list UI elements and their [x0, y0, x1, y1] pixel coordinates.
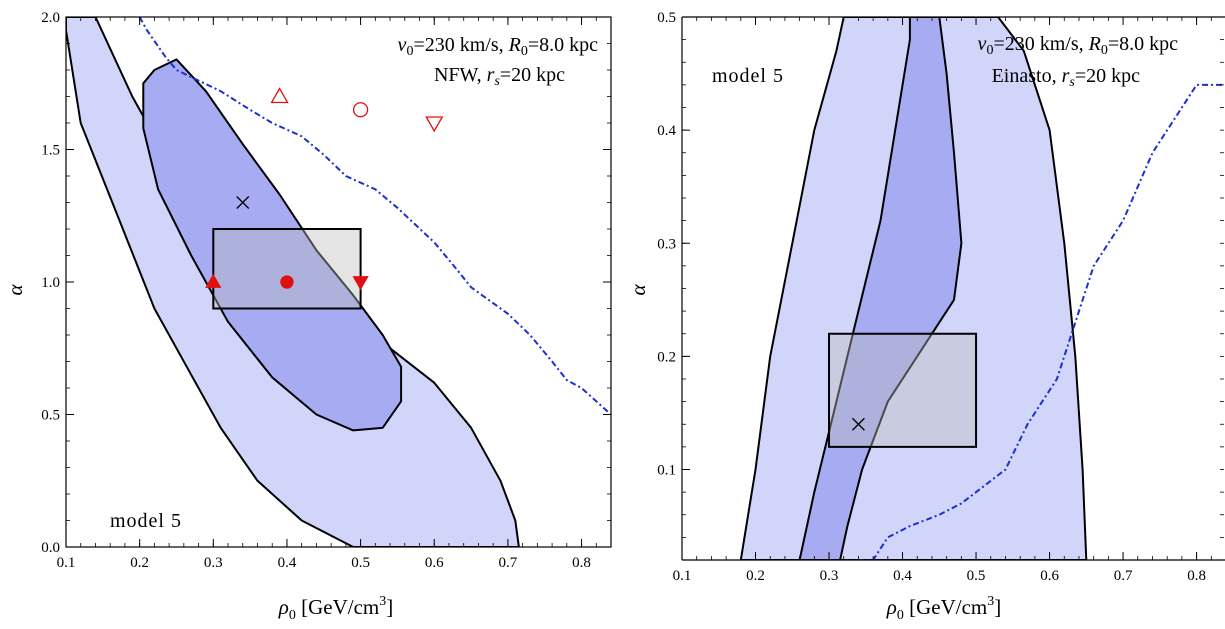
left-x-ticks: 0.1 0.2 0.3 0.4 0.5 0.6 0.7 0.8: [57, 17, 612, 571]
y-tick-label: 0.3: [657, 236, 676, 252]
y-tick-label: 0.5: [41, 408, 60, 424]
marker-circle: [352, 102, 369, 118]
x-tick-label: 0.3: [204, 555, 223, 571]
right-exclusion-boundary-line: [858, 17, 1225, 560]
right-inner-contour-region: [798, 17, 963, 560]
left-panel: 0.1 0.2 0.3 0.4 0.5 0.6 0.7 0.8 0.0 0.5 1.0 1.5 2.0…: [3, 10, 612, 623]
right-best-fit-marker: [851, 417, 865, 431]
y-tick-label: 1.5: [41, 143, 60, 159]
y-tick-label: 0.4: [657, 123, 676, 139]
left-best-fit-marker: [236, 196, 250, 209]
left-y-axis-label: α: [3, 284, 27, 296]
left-exclusion-boundary-line: [138, 17, 611, 416]
left-markers: [205, 87, 444, 291]
right-reference-box: [828, 332, 978, 448]
right-y-ticks: 0.1 0.2 0.3 0.4 0.5: [657, 10, 1224, 561]
y-tick-label: 0.5: [657, 10, 676, 26]
x-tick-label: 0.1: [57, 555, 76, 571]
x-tick-label: 0.2: [746, 568, 765, 584]
x-tick-label: 0.5: [967, 568, 986, 584]
left-annotation-line1: v0=230 km/s, R0=8.0 kpc: [398, 34, 599, 59]
marker-triangle-down: [352, 276, 369, 291]
left-model-label: model 5: [110, 510, 182, 532]
right-plot-area: [739, 17, 1225, 560]
x-tick-label: 0.4: [893, 568, 912, 584]
right-model-label: model 5: [712, 65, 784, 87]
right-annotation-line2: Einasto, rs=20 kpc: [992, 65, 1141, 90]
marker-triangle-up: [270, 87, 289, 104]
right-x-axis-label: ρ0 [GeV/cm3]: [886, 594, 1001, 623]
best-fit-cross-line: [851, 417, 865, 431]
y-tick-label: 1.0: [41, 275, 60, 291]
x-tick-label: 0.2: [130, 555, 149, 571]
best-fit-cross-line: [236, 196, 250, 209]
x-tick-label: 0.6: [425, 555, 444, 571]
right-panel: 0.1 0.2 0.3 0.4 0.5 0.6 0.7 0.8 0.1 0.2 0.3 0.4 0.5…: [626, 10, 1225, 623]
left-plot-area: [66, 17, 611, 547]
left-x-axis-label: ρ0 [GeV/cm3]: [278, 594, 393, 623]
right-annotation-line1: v0=230 km/s, R0=8.0 kpc: [978, 33, 1179, 58]
left-annotation-line2: NFW, rs=20 kpc: [434, 64, 565, 89]
marker-triangle-up: [205, 273, 222, 288]
x-tick-label: 0.4: [278, 555, 297, 571]
left-reference-box: [212, 228, 362, 310]
x-tick-label: 0.1: [673, 568, 692, 584]
y-tick-label: 0.0: [41, 540, 60, 556]
x-tick-label: 0.6: [1040, 568, 1059, 584]
x-tick-label: 0.7: [499, 555, 518, 571]
x-tick-label: 0.3: [820, 568, 839, 584]
y-tick-label: 2.0: [41, 10, 60, 26]
marker-triangle-down: [425, 116, 444, 133]
right-x-ticks: 0.1 0.2 0.3 0.4 0.5 0.6 0.7 0.8: [673, 17, 1212, 584]
x-tick-label: 0.7: [1114, 568, 1133, 584]
right-y-axis-label: α: [626, 284, 650, 296]
y-tick-label: 0.2: [657, 349, 676, 365]
left-inner-contour-region: [142, 58, 403, 432]
left-y-ticks: 0.0 0.5 1.0 1.5 2.0: [41, 10, 611, 556]
x-tick-label: 0.5: [351, 555, 370, 571]
x-tick-label: 0.8: [1187, 568, 1206, 584]
y-tick-label: 0.1: [657, 463, 676, 479]
x-tick-label: 0.8: [572, 555, 591, 571]
marker-circle: [280, 275, 294, 289]
